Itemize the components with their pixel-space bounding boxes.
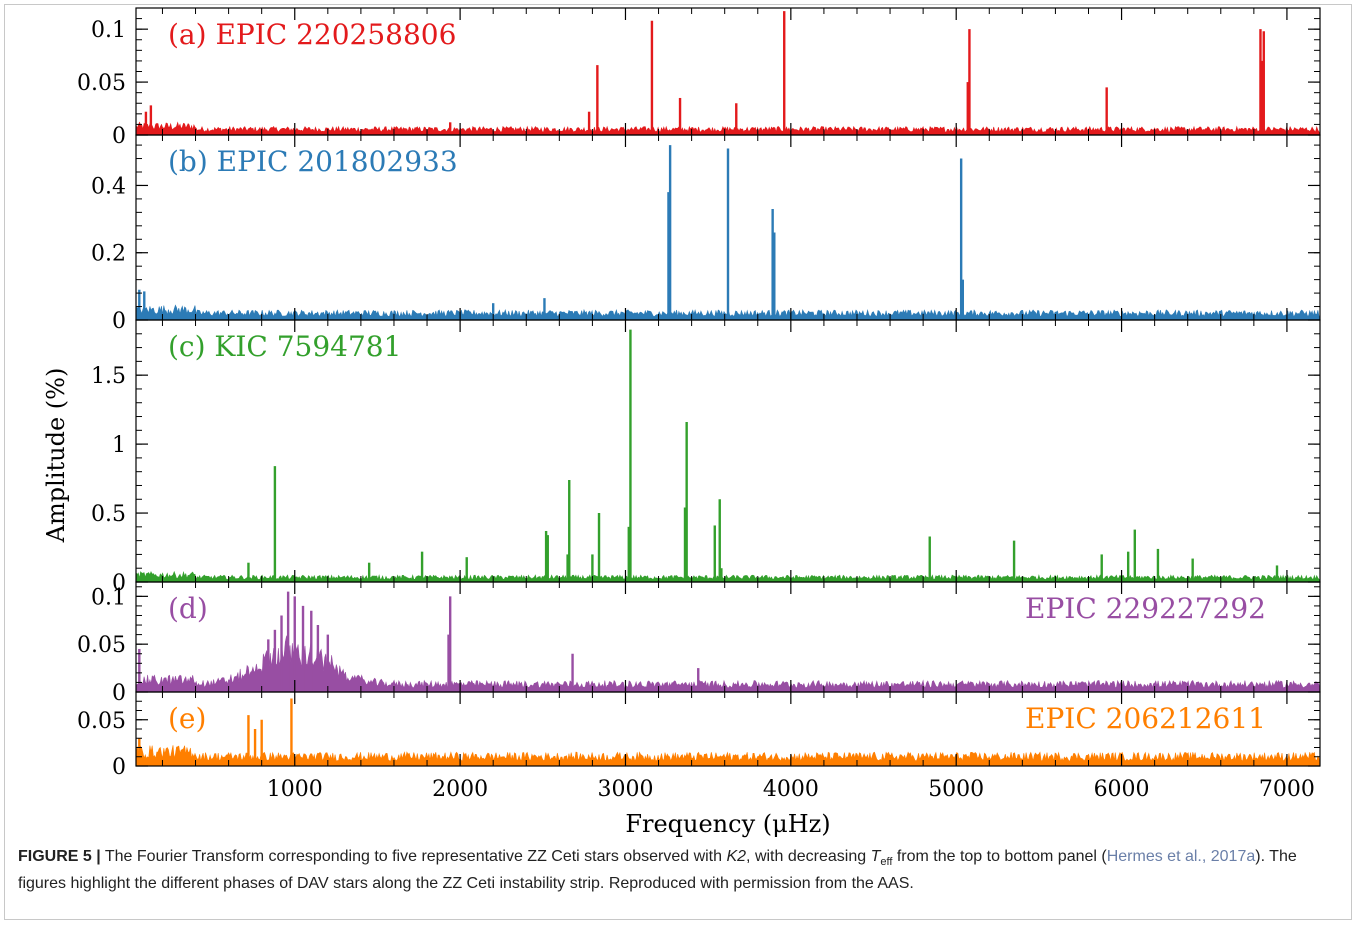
ytick-label-1-0: 0 bbox=[112, 309, 126, 334]
noise-floor-3 bbox=[135, 635, 1321, 693]
noise-floor-4 bbox=[135, 745, 1321, 767]
caption-teff-sub: eff bbox=[880, 856, 893, 869]
ytick-label-3-0: 0 bbox=[112, 681, 126, 706]
caption-k2: K2 bbox=[726, 848, 747, 865]
ytick-label-3-1: 0.05 bbox=[77, 633, 126, 658]
xtick-label-5: 6000 bbox=[1094, 777, 1150, 802]
panel-label-3: (d) bbox=[168, 592, 208, 625]
figure-label: FIGURE 5 | bbox=[18, 848, 101, 865]
ytick-label-0-2: 0.1 bbox=[91, 18, 126, 43]
y-axis-label: Amplitude (%) bbox=[42, 368, 70, 544]
caption-text-4: ). The figures highlight the different p… bbox=[18, 848, 1297, 893]
xtick-label-3: 4000 bbox=[763, 777, 819, 802]
ytick-label-2-2: 1 bbox=[112, 433, 126, 458]
caption-text-2: , with decreasing bbox=[746, 848, 871, 865]
ytick-label-4-1: 0.05 bbox=[77, 709, 126, 734]
noise-floor-0 bbox=[135, 121, 1321, 136]
panel-label-right-4: EPIC 206212611 bbox=[1025, 702, 1266, 735]
noise-floor-2 bbox=[135, 570, 1321, 583]
ytick-label-2-1: 0.5 bbox=[91, 502, 126, 527]
panel-label-2: (c) KIC 7594781 bbox=[168, 330, 401, 363]
figure-frame bbox=[4, 4, 1352, 920]
xtick-label-2: 3000 bbox=[597, 777, 653, 802]
ytick-label-1-2: 0.4 bbox=[91, 174, 126, 199]
panel-label-4: (e) bbox=[168, 702, 206, 735]
caption-text-1: The Fourier Transform corresponding to f… bbox=[100, 848, 727, 865]
x-axis-label: Frequency (μHz) bbox=[625, 810, 830, 838]
xtick-label-0: 1000 bbox=[267, 777, 323, 802]
panel-label-right-3: EPIC 229227292 bbox=[1025, 592, 1266, 625]
ytick-label-2-0: 0 bbox=[112, 571, 126, 596]
xtick-label-4: 5000 bbox=[928, 777, 984, 802]
ytick-label-0-0: 0 bbox=[112, 124, 126, 149]
ytick-label-4-0: 0 bbox=[112, 755, 126, 780]
ytick-label-1-1: 0.2 bbox=[91, 242, 126, 267]
panel-label-0: (a) EPIC 220258806 bbox=[168, 18, 456, 51]
reference-link[interactable]: Hermes et al., 2017a bbox=[1106, 848, 1256, 865]
ytick-label-2-3: 1.5 bbox=[91, 364, 126, 389]
figure-caption: FIGURE 5 | The Fourier Transform corresp… bbox=[18, 846, 1336, 895]
xtick-label-1: 2000 bbox=[432, 777, 488, 802]
caption-teff: T bbox=[870, 848, 881, 865]
xtick-label-6: 7000 bbox=[1259, 777, 1315, 802]
ytick-label-3-2: 0.1 bbox=[91, 585, 126, 610]
ytick-label-0-1: 0.05 bbox=[77, 71, 126, 96]
caption-text-3: from the top to bottom panel ( bbox=[892, 848, 1107, 865]
panel-label-1: (b) EPIC 201802933 bbox=[168, 145, 458, 178]
fourier-transform-chart: 0 0.05 0.1 (a) EPIC 220258806 0 0.2 0.4 (b) EPI… bbox=[42, 7, 1321, 838]
